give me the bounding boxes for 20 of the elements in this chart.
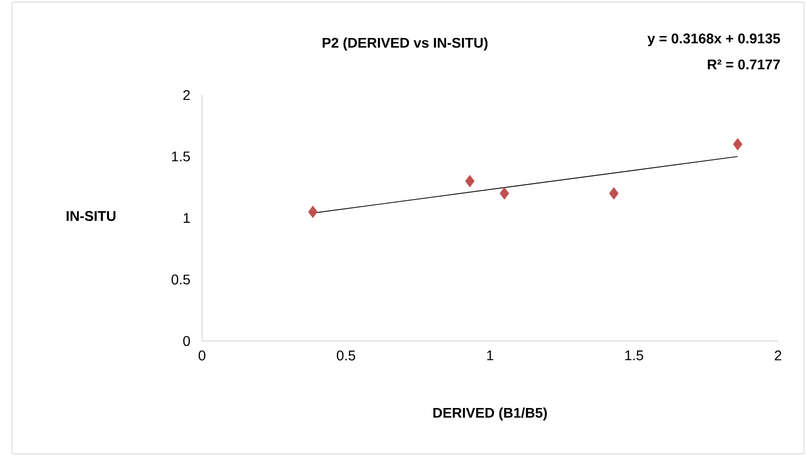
y-tick-label: 2 (183, 90, 190, 100)
point (500, 187, 510, 200)
point (308, 206, 318, 218)
y-tick-label: 1 (184, 213, 190, 223)
x-tick-label: 2 (774, 350, 782, 360)
y-tick-label: 0.5 (172, 274, 190, 284)
point (465, 174, 475, 188)
point (732, 138, 742, 150)
x-tick-label: 0.5 (336, 350, 356, 360)
text: R² = 0.7177 (708, 60, 780, 70)
y-tick-label: 0 (183, 336, 190, 346)
x-tick-label: 0 (198, 350, 206, 360)
x-tick-label: 1 (487, 350, 494, 360)
x-axis-title: DERIVED (B1/B5) (433, 407, 547, 421)
x-tick-label: 1.5 (625, 350, 644, 360)
chart-title: P2 (DERIVED vs IN-SITU) (322, 37, 488, 51)
text: y = 0.3168x + 0.9135 (647, 34, 780, 46)
y-axis-title: IN-SITU (66, 211, 116, 221)
point (609, 187, 619, 200)
y-tick-label: 1.5 (172, 152, 190, 162)
